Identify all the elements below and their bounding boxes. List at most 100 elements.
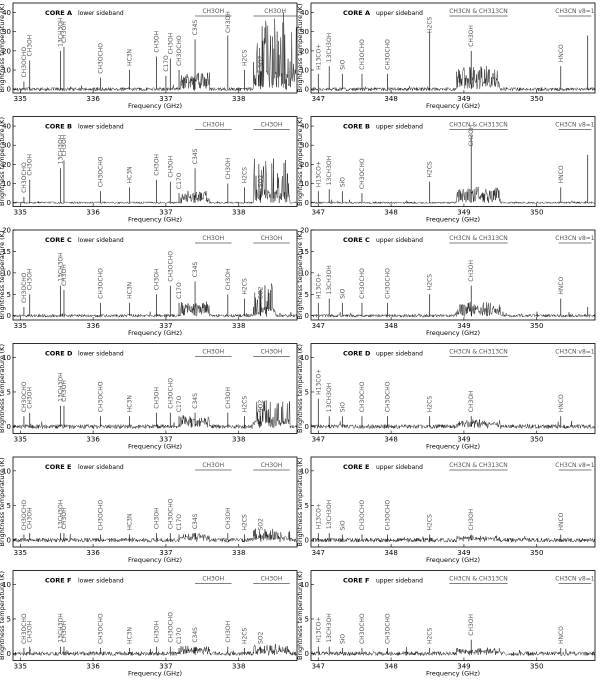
y-axis-label: Brightness temperature (K) <box>296 344 304 433</box>
x-tick-label: 350 <box>530 95 543 103</box>
span-label: CH3CN & CH313CN <box>449 8 508 15</box>
x-tick-label: 337 <box>159 436 172 444</box>
species-label: CH3OCHO <box>167 378 174 409</box>
y-tick-label: 5 <box>305 388 309 396</box>
x-tick-label: 348 <box>384 663 397 671</box>
sideband-label: upper sideband <box>376 578 423 585</box>
y-axis-label: Brightness temperature (K) <box>0 117 6 206</box>
x-tick-label: 338 <box>232 436 245 444</box>
species-label: C34S <box>192 627 199 643</box>
species-label: C17O <box>176 514 183 531</box>
species-label: 13CH3OH <box>57 500 64 529</box>
species-label: CH3OCHO <box>97 268 104 299</box>
y-tick-label: 0 <box>305 423 309 431</box>
species-label: CH3OH <box>27 154 34 176</box>
species-label: CH3OCHO <box>21 500 28 531</box>
y-tick-label: 30 <box>2 142 11 150</box>
panel-core-d-usb: H13CO+ 13CH3OH SiO CH3OCHO CH3OCHO H2CS CH3OH H… <box>296 343 596 451</box>
y-axis-label: Brightness temperature (K) <box>0 4 6 93</box>
core-label: CORE D <box>343 350 371 358</box>
sideband-label: lower sideband <box>78 351 124 358</box>
core-label: CORE D <box>45 350 73 358</box>
x-tick-label: 336 <box>86 95 100 103</box>
species-label: HNCO <box>558 165 565 183</box>
span-label: CH3OH <box>261 235 283 242</box>
species-label: CH3OCHO <box>97 500 104 531</box>
span-label: CH3CN & CH313CN <box>449 122 508 129</box>
x-tick-label: 348 <box>384 322 397 330</box>
x-tick-label: 349 <box>457 322 470 330</box>
x-tick-label: 335 <box>14 209 27 217</box>
species-label: HNCO <box>558 44 565 62</box>
species-label: CH3OCHO <box>21 613 28 644</box>
y-axis-label: Brightness temperature (K) <box>296 458 304 547</box>
sideband-label: lower sideband <box>78 578 124 585</box>
species-label: H2CS <box>427 274 434 291</box>
sideband-label: lower sideband <box>78 237 124 244</box>
sideband-label: lower sideband <box>78 10 124 17</box>
species-label: SiO <box>339 288 346 298</box>
species-label: HNCO <box>558 276 565 294</box>
span-label: CH3OH <box>261 576 283 583</box>
species-label: CH3OCHO <box>97 613 104 644</box>
species-label: HNCO <box>558 512 565 530</box>
span-label: CH3CN v8=1 <box>555 122 594 129</box>
species-label: CH3OCHO <box>359 500 366 531</box>
species-label: CH3OH <box>225 269 232 291</box>
y-tick-label: 5 <box>305 502 309 510</box>
species-label: CH3OH <box>468 25 475 47</box>
y-axis-label: Brightness temperature (K) <box>0 458 6 547</box>
panel-core-b-usb: H13CO+ 13CH3OH SiO CH3OCHO H2CS CH3OH HNCO CH3C… <box>296 116 596 224</box>
x-axis-label: Frequency (GHz) <box>128 670 182 678</box>
y-tick-label: 0 <box>7 423 11 431</box>
y-tick-label: 10 <box>2 67 11 75</box>
species-label: CH3OCHO <box>167 251 174 282</box>
y-axis-label: Brightness temperature (K) <box>296 117 304 206</box>
y-tick-label: 10 <box>2 269 11 277</box>
y-tick-label: 20 <box>2 47 11 55</box>
y-axis-label: Brightness temperature (K) <box>296 4 304 93</box>
core-label: CORE E <box>343 463 369 471</box>
y-tick-label: 40 <box>300 9 309 17</box>
species-label: CH3OH <box>225 387 232 409</box>
species-label: C34S <box>192 513 199 529</box>
span-label: CH3OH <box>202 122 224 129</box>
sideband-label: lower sideband <box>78 464 124 471</box>
species-label: CH3OCHO <box>167 498 174 529</box>
species-label: HC3N <box>127 166 134 183</box>
y-tick-label: 30 <box>300 28 309 36</box>
y-tick-label: 20 <box>2 161 11 169</box>
y-tick-label: 40 <box>2 9 11 17</box>
x-tick-label: 347 <box>312 436 325 444</box>
y-axis-label: Brightness temperature (K) <box>296 231 304 320</box>
core-label: CORE B <box>45 123 72 131</box>
species-label: C17O <box>176 282 183 299</box>
span-label: CH3OH <box>261 349 283 356</box>
y-axis-label: Brightness temperature (K) <box>0 231 6 320</box>
y-tick-label: 0 <box>305 199 309 207</box>
y-tick-label: 5 <box>7 291 11 299</box>
species-label: C17O <box>176 627 183 644</box>
species-label: SiO <box>339 634 346 644</box>
y-tick-label: 10 <box>300 180 309 188</box>
species-label: CH3OCHO <box>359 613 366 644</box>
x-axis-label: Frequency (GHz) <box>426 216 480 224</box>
span-label: CH3OH <box>261 462 283 469</box>
species-label: CH3OCHO <box>176 35 183 66</box>
y-tick-label: 15 <box>300 248 309 256</box>
x-tick-label: 347 <box>312 663 325 671</box>
species-label: CH3OCHO <box>359 268 366 299</box>
species-label: H2CS <box>427 161 434 178</box>
x-tick-label: 348 <box>384 549 397 557</box>
species-label: H2CS <box>242 278 249 295</box>
species-label: CH3OH <box>167 156 174 178</box>
x-axis-label: Frequency (GHz) <box>426 670 480 678</box>
x-tick-label: 338 <box>232 209 245 217</box>
x-tick-label: 347 <box>312 95 325 103</box>
span-label: CH3CN & CH313CN <box>449 576 508 583</box>
y-tick-label: 10 <box>2 354 11 362</box>
y-tick-label: 0 <box>7 86 11 94</box>
species-label: HNCO <box>558 394 565 412</box>
species-label: H2CS <box>242 167 249 184</box>
